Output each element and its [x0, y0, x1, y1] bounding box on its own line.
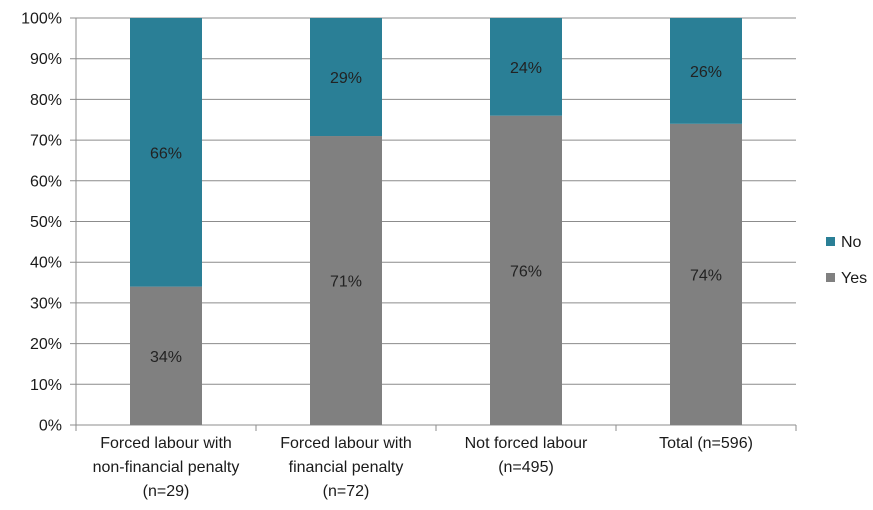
data-label: 66%	[150, 145, 182, 162]
x-category-label: non-financial penalty	[93, 459, 240, 476]
y-tick-label: 70%	[30, 133, 62, 150]
bar-yes	[490, 115, 562, 426]
y-tick-label: 40%	[30, 255, 62, 272]
bar-no	[130, 18, 202, 287]
data-label: 76%	[510, 263, 542, 280]
legend-swatch-no	[826, 237, 835, 246]
x-category-label: Total (n=596)	[659, 435, 753, 452]
bar-yes	[130, 286, 202, 425]
legend-label-no: No	[841, 234, 862, 251]
x-category-label: (n=72)	[323, 483, 370, 500]
x-category-label: Not forced labour	[465, 435, 588, 452]
y-tick-label: 20%	[30, 336, 62, 353]
x-category-label: (n=495)	[498, 459, 554, 476]
data-label: 29%	[330, 70, 362, 87]
y-tick-label: 100%	[21, 11, 62, 28]
x-category-label: (n=29)	[143, 483, 190, 500]
y-tick-label: 10%	[30, 377, 62, 394]
data-label: 74%	[690, 267, 722, 284]
legend-label-yes: Yes	[841, 270, 867, 287]
data-label: 24%	[510, 60, 542, 77]
bar-no	[310, 18, 382, 137]
bar-yes	[310, 136, 382, 425]
x-category-label: Forced labour with	[280, 435, 412, 452]
bar-no	[670, 18, 742, 124]
x-category-label: Forced labour with	[100, 435, 232, 452]
y-tick-label: 80%	[30, 92, 62, 109]
data-label: 34%	[150, 349, 182, 366]
y-tick-label: 30%	[30, 295, 62, 312]
bar-yes	[670, 123, 742, 425]
data-label: 26%	[690, 64, 722, 81]
y-tick-label: 0%	[39, 418, 62, 435]
bar-no	[490, 18, 562, 116]
legend-swatch-yes	[826, 273, 835, 282]
data-label: 71%	[330, 274, 362, 291]
x-category-label: financial penalty	[289, 459, 404, 476]
y-tick-label: 60%	[30, 173, 62, 190]
y-tick-label: 50%	[30, 214, 62, 231]
y-tick-label: 90%	[30, 51, 62, 68]
